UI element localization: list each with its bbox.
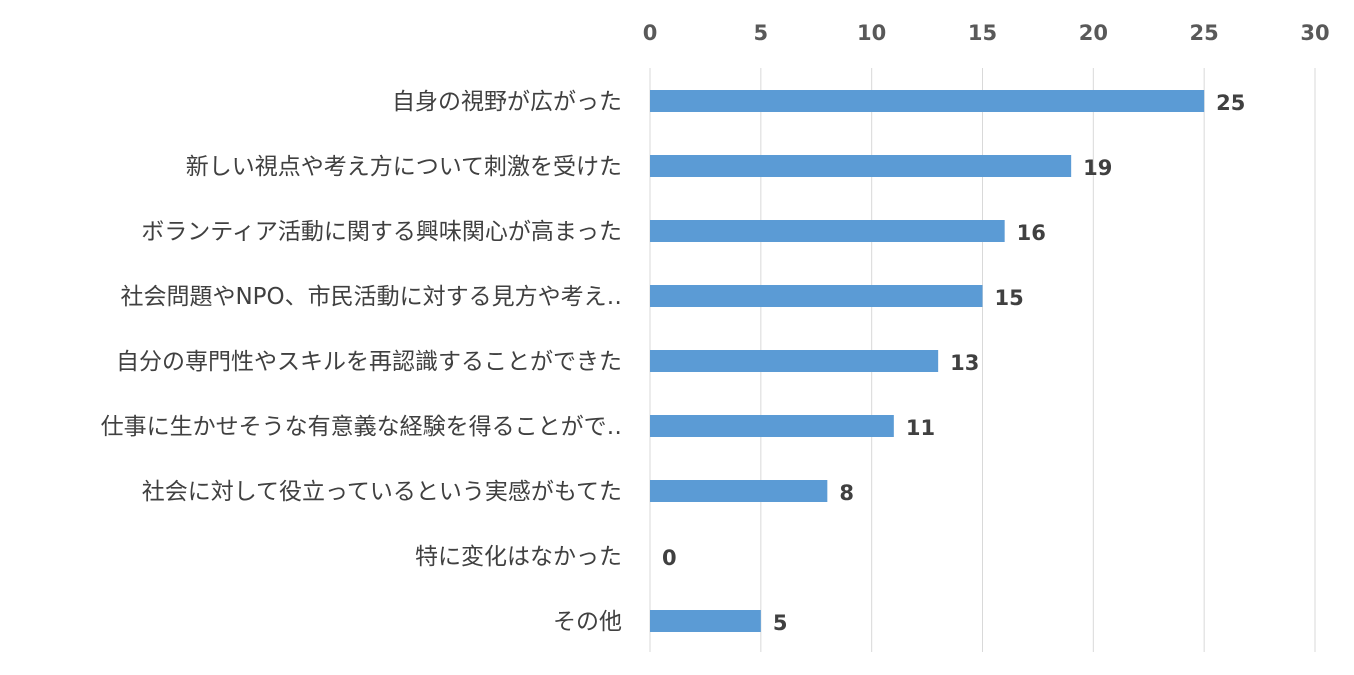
data-label: 5 [773,611,788,635]
category-label: ボランティア活動に関する興味関心が高まった [141,219,622,245]
data-label: 16 [1017,221,1046,245]
bar [650,285,983,307]
data-labels: 25 19 16 15 13 11 8 0 5 [662,91,1245,635]
category-label: 自分の専門性やスキルを再認識することができた [116,349,622,375]
x-tick-label: 30 [1300,21,1329,45]
data-label: 15 [995,286,1024,310]
category-label: その他 [553,609,622,635]
category-label: 特に変化はなかった [415,544,622,570]
category-label: 自身の視野が広がった [392,89,622,115]
x-tick-label: 0 [643,21,658,45]
category-label: 仕事に生かせそうな有意義な経験を得ることがで‥ [101,414,622,440]
bar [650,350,939,372]
x-tick-label: 10 [857,21,886,45]
bar [650,90,1205,112]
data-label: 19 [1083,156,1112,180]
bars [650,90,1205,632]
bar [650,480,828,502]
data-label: 8 [839,481,854,505]
bar [650,220,1005,242]
x-tick-label: 5 [754,21,769,45]
x-tick-label: 25 [1190,21,1219,45]
bar [650,415,894,437]
data-label: 11 [906,416,935,440]
category-label: 新しい視点や考え方について刺激を受けた [186,154,622,180]
category-label: 社会問題やNPO、市民活動に対する見方や考え‥ [120,284,622,310]
data-label: 0 [662,546,677,570]
data-label: 25 [1216,91,1245,115]
x-tick-label: 15 [968,21,997,45]
x-tick-label: 20 [1079,21,1108,45]
bar [650,155,1072,177]
x-axis-tick-labels: 0 5 10 15 20 25 30 [643,21,1330,45]
data-label: 13 [950,351,979,375]
bar [650,610,761,632]
category-label: 社会に対して役立っているという実感がもてた [142,479,622,505]
category-labels: 自身の視野が広がった新しい視点や考え方について刺激を受けたボランティア活動に関す… [101,89,622,635]
